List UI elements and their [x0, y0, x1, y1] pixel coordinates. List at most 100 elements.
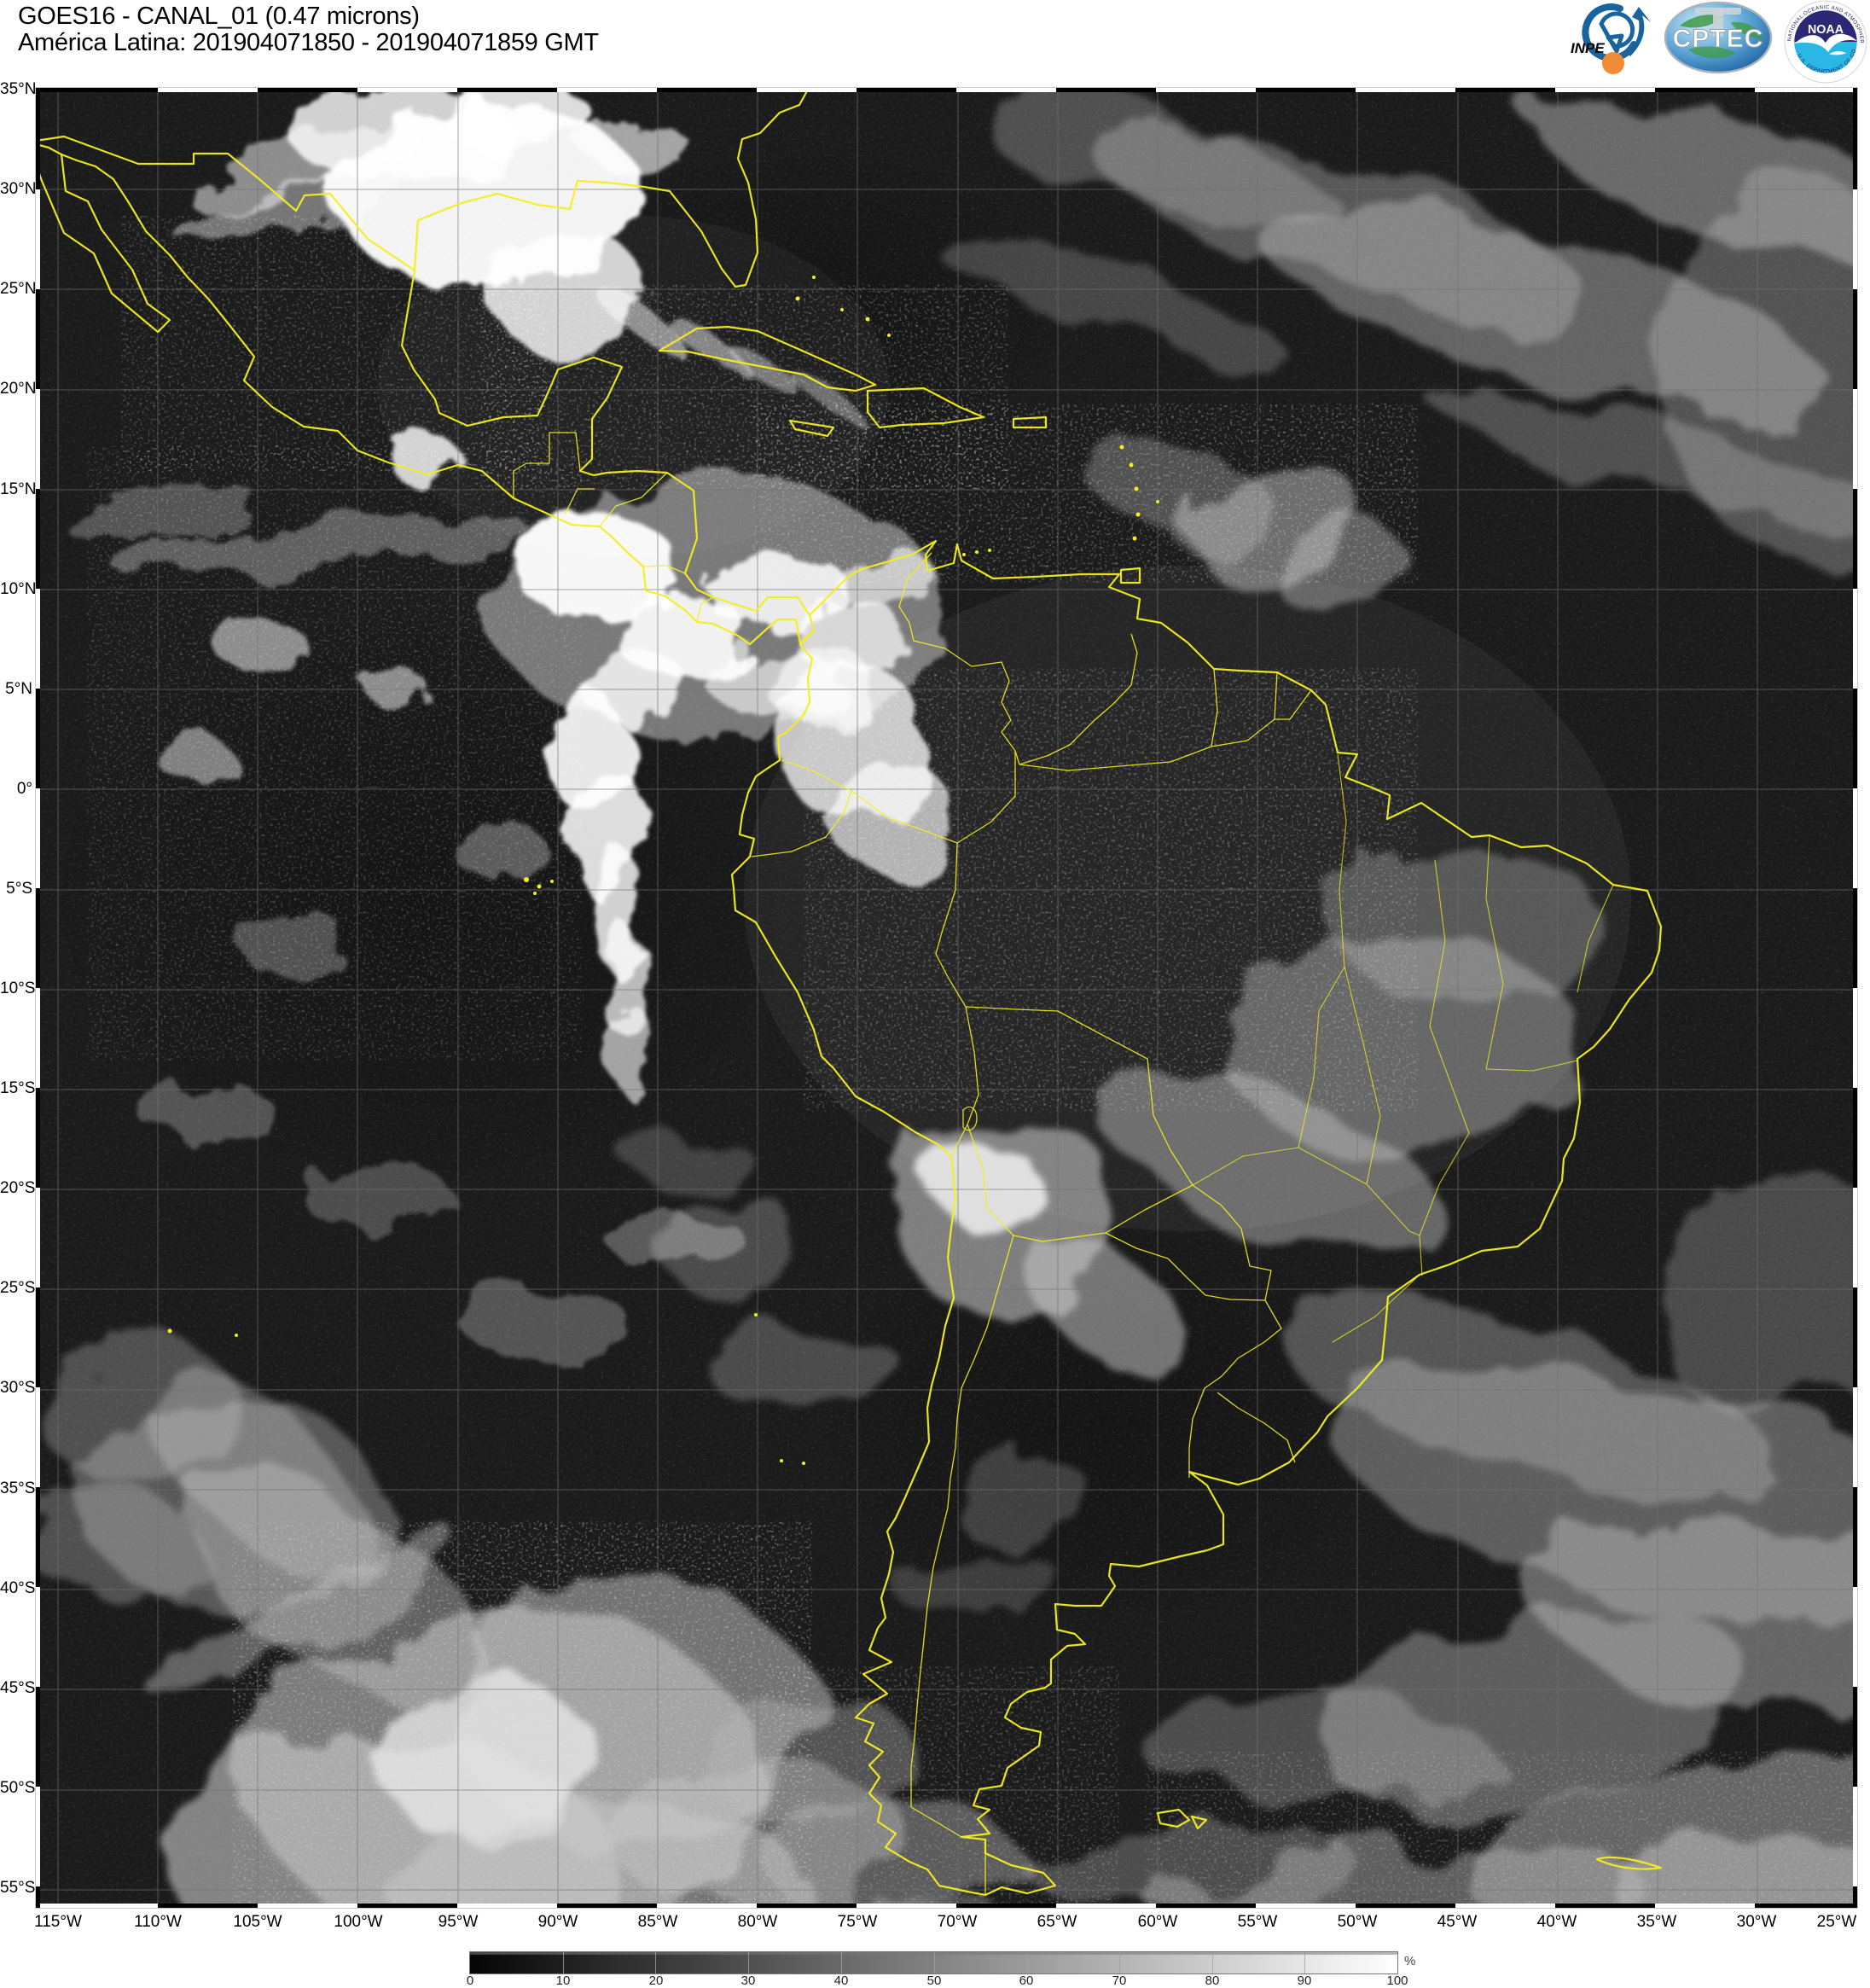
lat-label: 20°S	[0, 1179, 36, 1197]
logo-row: INPE CPTEC NOAA NATIONAL OCEANIC AND ATM…	[1564, 0, 1870, 84]
cptec-logo-text: CPTEC	[1673, 25, 1764, 53]
lat-label: 50°S	[0, 1779, 36, 1797]
colorbar-label: 100	[1386, 1973, 1408, 1988]
lat-label: 30°N	[0, 180, 37, 198]
cloud-north-atlantic	[945, 88, 1857, 557]
border-ven-guyanas	[1019, 633, 1312, 771]
graticule-grid	[36, 88, 1857, 1908]
coast-jamaica	[788, 419, 835, 438]
cloud-patagonia	[624, 1120, 1094, 1908]
colorbar-tick	[1304, 1952, 1306, 1973]
coast-puerto-rico	[1012, 416, 1048, 429]
colorbar-tick	[1118, 1952, 1120, 1973]
lat-label: 40°S	[0, 1579, 36, 1597]
coast-trinidad	[1119, 567, 1141, 584]
lat-label: 5°S	[6, 880, 32, 898]
lon-label: 55°W	[1237, 1913, 1278, 1931]
lat-label: 20°N	[0, 380, 37, 398]
lon-label: 60°W	[1137, 1913, 1178, 1931]
border-ecuador	[751, 759, 852, 857]
lon-label: 100°W	[334, 1913, 383, 1931]
map-neatline-left	[36, 88, 40, 1908]
cptec-logo-icon: CPTEC	[1664, 1, 1773, 74]
lat-label: 15°N	[0, 480, 37, 498]
lon-label: 110°W	[134, 1913, 182, 1931]
lat-label: 25°N	[0, 280, 37, 298]
colorbar-unit: %	[1404, 1954, 1416, 1968]
lon-label: 35°W	[1636, 1913, 1677, 1931]
country-borders-overlay	[513, 432, 1312, 1895]
lon-label: 30°W	[1736, 1913, 1777, 1931]
page-title: GOES16 - CANAL_01 (0.47 microns)	[18, 3, 420, 30]
colorbar-tick	[933, 1952, 935, 1973]
lon-label: 95°W	[438, 1913, 479, 1931]
colorbar-tick	[840, 1952, 842, 1973]
border-paraguay	[1105, 1184, 1272, 1301]
colorbar-label: 40	[833, 1973, 849, 1988]
lon-label: 75°W	[837, 1913, 878, 1931]
lat-label: 10°N	[0, 580, 37, 598]
inpe-logo-icon: INPE	[1571, 3, 1651, 74]
lake-titicaca	[962, 1106, 978, 1131]
lon-label: 85°W	[637, 1913, 678, 1931]
coast-mexico-gulf-centam	[400, 269, 811, 617]
lon-label: 40°W	[1536, 1913, 1577, 1931]
coast-south-america	[730, 539, 1663, 1897]
lon-label: 105°W	[233, 1913, 282, 1931]
coast-falklands	[1156, 1808, 1208, 1830]
coast-us-gulf-florida	[36, 88, 810, 288]
cloud-east-brazil	[897, 446, 1606, 1370]
colorbar-label: 10	[555, 1973, 571, 1988]
cloud-pacific-scattered	[61, 438, 744, 1359]
lon-label: 115°W	[34, 1913, 82, 1931]
colorbar-label: 20	[648, 1973, 664, 1988]
colorbar-label: 50	[926, 1973, 942, 1988]
colorbar-tick	[655, 1952, 657, 1973]
coast-baja	[36, 142, 171, 334]
border-bolivia	[950, 1006, 1193, 1242]
lat-label: 30°S	[0, 1379, 36, 1397]
title-block: GOES16 - CANAL_01 (0.47 microns) América…	[18, 3, 599, 56]
inpe-logo-text: INPE	[1571, 40, 1605, 56]
lon-label: 80°W	[737, 1913, 778, 1931]
coast-gulf-california-head	[60, 153, 97, 168]
cloud-masses	[36, 88, 1857, 1908]
map-neatline-bottom	[36, 1904, 1857, 1908]
lon-label: 45°W	[1437, 1913, 1478, 1931]
lat-label: 15°S	[0, 1079, 36, 1097]
lon-label: 50°W	[1337, 1913, 1378, 1931]
border-chile-argentina	[910, 1235, 1014, 1895]
lon-label: 65°W	[1037, 1913, 1077, 1931]
lat-label: 55°S	[0, 1879, 36, 1897]
colorbar-label: 0	[466, 1973, 474, 1988]
lon-label: 90°W	[537, 1913, 578, 1931]
coast-south-georgia	[1595, 1856, 1663, 1870]
coast-hispaniola	[866, 387, 985, 429]
brazil-state-borders	[1192, 753, 1614, 1343]
map-neatline-right	[1853, 88, 1857, 1908]
colorbar-label: 60	[1019, 1973, 1034, 1988]
border-peru-col-bra	[851, 751, 1016, 1008]
border-central-america	[513, 432, 714, 623]
noaa-logo-icon: NOAA NATIONAL OCEANIC AND ATMOSPHERIC AD…	[1784, 0, 1867, 84]
lat-label: 0°	[16, 780, 32, 798]
lat-label: 25°S	[0, 1279, 36, 1297]
colorbar-tick	[748, 1952, 750, 1973]
map-neatline-top	[36, 88, 1857, 92]
border-arg-bra-uru	[1188, 1299, 1296, 1478]
colorbar-tick	[562, 1952, 564, 1973]
satellite-map	[35, 87, 1858, 1909]
lon-label: 25°W	[1816, 1913, 1857, 1931]
colorbar-label: 90	[1297, 1973, 1312, 1988]
colorbar-label: 30	[740, 1973, 756, 1988]
colorbar-tick	[1026, 1952, 1028, 1973]
lat-label: 5°N	[5, 680, 32, 698]
border-col-ven	[898, 552, 1020, 765]
lon-label: 70°W	[937, 1913, 978, 1931]
lat-label: 45°S	[0, 1679, 36, 1697]
lat-label: 35°N	[0, 80, 37, 98]
lat-label: 10°S	[0, 979, 36, 997]
colorbar-label: 80	[1205, 1973, 1220, 1988]
coast-cuba	[658, 325, 877, 392]
